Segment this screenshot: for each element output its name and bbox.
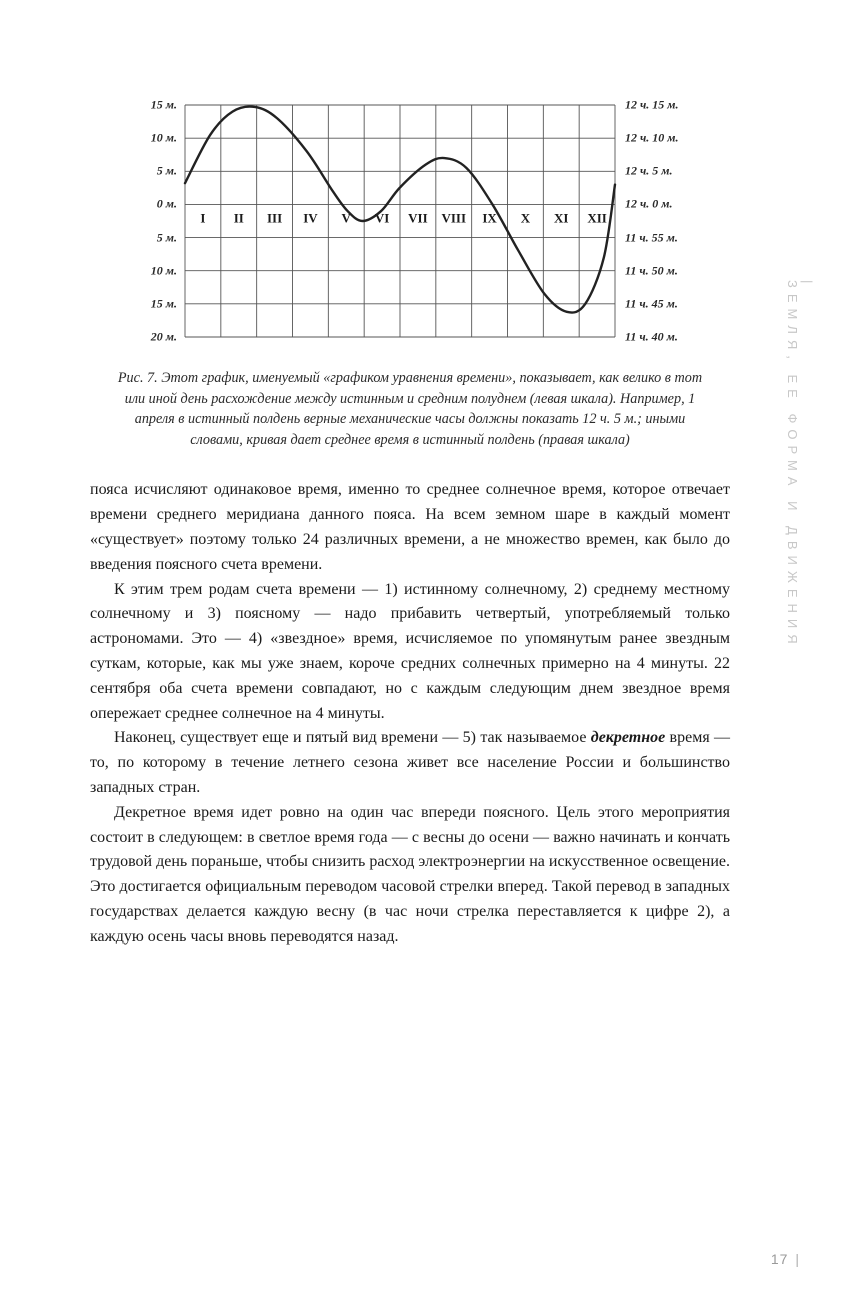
month-label: III [267,210,282,225]
body-text: пояса исчисляют одинаковое время, именно… [90,478,730,949]
month-label: X [521,210,531,225]
y-label-left: 10 м. [137,263,177,278]
emphasis-dekretnoe: декретное [591,729,665,746]
month-label: VII [408,210,428,225]
chart-svg: IIIIIIIVVVIVIIVIIIIXXXIXII [130,90,690,350]
y-label-right: 12 ч. 15 м. [625,98,705,113]
paragraph-3: Наконец, существует еще и пятый вид врем… [90,726,730,800]
paragraph-1: пояса исчисляют одинаковое время, именно… [90,478,730,577]
y-label-right: 12 ч. 10 м. [625,131,705,146]
y-label-left: 5 м. [137,230,177,245]
y-label-right: 11 ч. 55 м. [625,230,705,245]
y-label-left: 20 м. [137,330,177,345]
paragraph-2: К этим трем родам счета времени — 1) ист… [90,578,730,727]
y-label-left: 0 м. [137,197,177,212]
y-label-left: 15 м. [137,98,177,113]
page-number: 17 | [771,1251,800,1267]
month-label: VIII [441,210,466,225]
month-label: VI [375,210,389,225]
caption-text: Этот график, именуемый «графиком уравнен… [125,370,702,448]
y-label-left: 10 м. [137,131,177,146]
month-label: IV [303,210,318,225]
month-label: I [200,210,205,225]
caption-prefix: Рис. 7. [118,370,161,386]
y-label-left: 5 м. [137,164,177,179]
month-label: XI [554,210,568,225]
paragraph-4: Декретное время идет ровно на один час в… [90,801,730,950]
equation-of-time-chart: IIIIIIIVVVIVIIVIIIIXXXIXII 15 м.12 ч. 15… [130,90,690,350]
month-label: IX [482,210,497,225]
y-label-right: 11 ч. 45 м. [625,296,705,311]
y-label-right: 11 ч. 40 м. [625,330,705,345]
figure-caption: Рис. 7. Этот график, именуемый «графиком… [110,368,710,450]
y-label-right: 11 ч. 50 м. [625,263,705,278]
month-label: II [234,210,244,225]
month-label: XII [587,210,607,225]
y-label-right: 12 ч. 0 м. [625,197,705,212]
section-side-label: | ЗЕМЛЯ, ЕЕ ФОРМА И ДВИЖЕНИЯ [785,280,815,650]
y-label-right: 12 ч. 5 м. [625,164,705,179]
y-label-left: 15 м. [137,296,177,311]
